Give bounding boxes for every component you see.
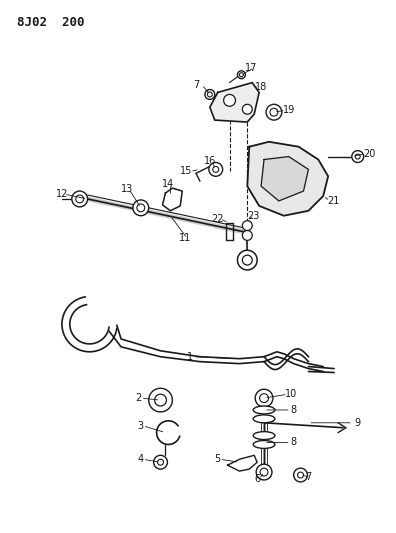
- Circle shape: [224, 94, 236, 106]
- Text: 16: 16: [204, 157, 216, 166]
- Circle shape: [294, 468, 307, 482]
- Text: 7: 7: [305, 472, 312, 482]
- Circle shape: [72, 191, 88, 207]
- Circle shape: [255, 389, 273, 407]
- Circle shape: [133, 200, 149, 216]
- Circle shape: [238, 71, 246, 79]
- Text: 1: 1: [187, 352, 193, 362]
- Text: 21: 21: [327, 196, 339, 206]
- Circle shape: [205, 90, 215, 99]
- Circle shape: [149, 388, 172, 412]
- Polygon shape: [261, 157, 308, 201]
- Circle shape: [76, 195, 84, 203]
- Text: 14: 14: [162, 179, 175, 189]
- Text: 11: 11: [179, 233, 191, 244]
- Circle shape: [266, 104, 282, 120]
- Text: 10: 10: [285, 389, 297, 399]
- Text: 2: 2: [136, 393, 142, 403]
- Circle shape: [242, 221, 252, 230]
- Text: 17: 17: [245, 63, 257, 73]
- Polygon shape: [247, 142, 328, 216]
- Text: 3: 3: [138, 421, 144, 431]
- Text: 15: 15: [180, 166, 192, 176]
- Text: 8: 8: [291, 405, 297, 415]
- Text: 23: 23: [247, 211, 259, 221]
- Circle shape: [256, 464, 272, 480]
- Circle shape: [154, 455, 168, 469]
- Circle shape: [297, 472, 303, 478]
- Circle shape: [238, 250, 257, 270]
- Text: 8J02  200: 8J02 200: [17, 15, 84, 29]
- Ellipse shape: [253, 432, 275, 440]
- Text: 22: 22: [211, 214, 224, 224]
- Circle shape: [240, 73, 244, 77]
- Text: 6: 6: [254, 474, 260, 484]
- Circle shape: [209, 163, 223, 176]
- Circle shape: [260, 394, 268, 402]
- Circle shape: [158, 459, 164, 465]
- Circle shape: [242, 255, 252, 265]
- Circle shape: [355, 154, 360, 159]
- Text: 12: 12: [56, 189, 68, 199]
- Ellipse shape: [253, 406, 275, 414]
- Circle shape: [137, 204, 145, 212]
- Circle shape: [242, 104, 252, 114]
- Text: 5: 5: [215, 454, 221, 464]
- Text: 18: 18: [255, 82, 267, 92]
- Text: 20: 20: [364, 149, 376, 159]
- Text: 7: 7: [193, 79, 199, 90]
- Ellipse shape: [253, 415, 275, 423]
- Text: 4: 4: [138, 454, 144, 464]
- Circle shape: [208, 92, 212, 97]
- Polygon shape: [210, 83, 259, 122]
- Text: 8: 8: [291, 438, 297, 448]
- Circle shape: [260, 468, 268, 476]
- Circle shape: [154, 394, 166, 406]
- Text: 9: 9: [355, 418, 361, 428]
- Circle shape: [270, 108, 278, 116]
- Ellipse shape: [253, 440, 275, 448]
- Text: 13: 13: [121, 184, 133, 194]
- Circle shape: [352, 151, 364, 163]
- Text: 19: 19: [283, 105, 295, 115]
- Circle shape: [242, 230, 252, 240]
- Circle shape: [213, 166, 219, 172]
